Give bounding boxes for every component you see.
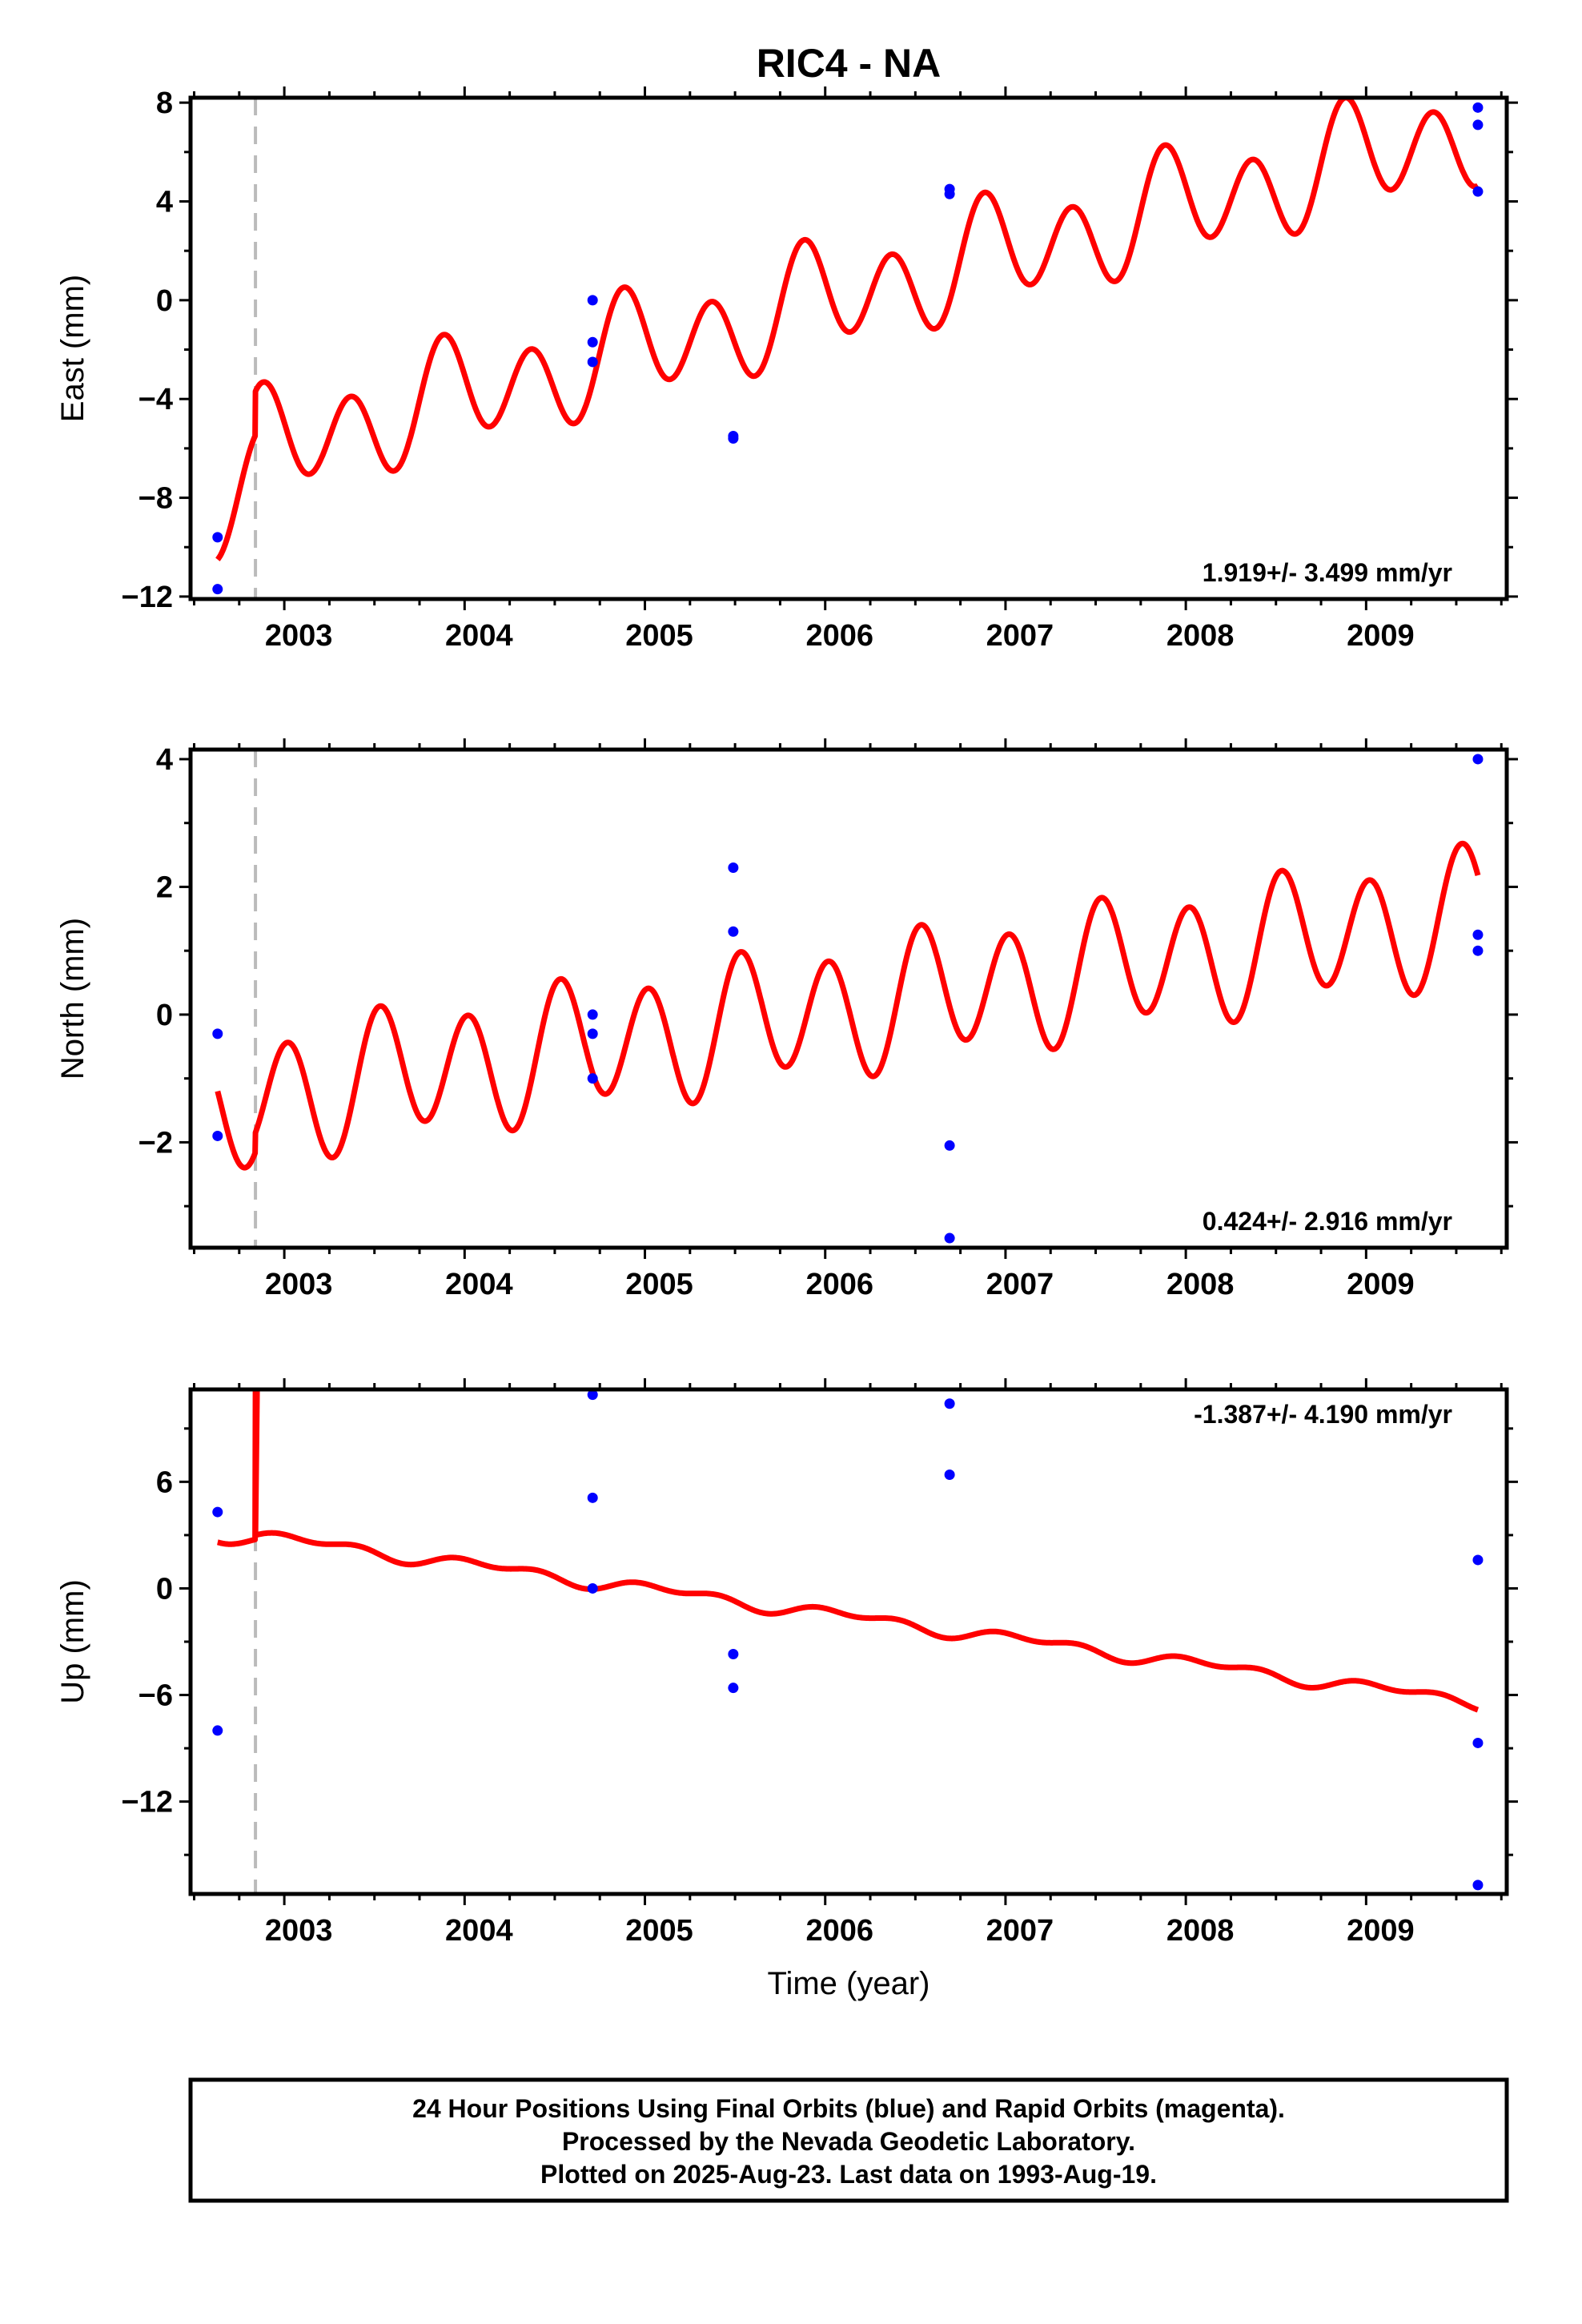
panel-up: 2003 2004 2005 2006 2007 2008 2009 −12 −6 0 6 Up (m… [55,1378,1518,1948]
x-tick-label: 2006 [805,1914,873,1948]
model-curve-up [215,1389,1480,1713]
footer-line-3: Plotted on 2025-Aug-23. Last data on 199… [540,2160,1157,2189]
y-axis-label: North (mm) [55,918,90,1080]
x-tick-label: 2008 [1166,1268,1235,1301]
x-tick-label: 2008 [1166,619,1235,653]
y-tick-label: −8 [139,482,173,516]
y-tick-label: −12 [122,1786,173,1819]
data-point [728,433,739,444]
data-point [587,1582,598,1594]
y-tick-label: 0 [156,284,173,318]
data-point [944,1232,955,1244]
x-tick-label: 2003 [265,1914,333,1948]
x-tick-label: 2005 [625,1914,693,1948]
x-tick-label: 2009 [1347,619,1415,653]
x-tick-label: 2009 [1347,1268,1415,1301]
data-point [212,1506,223,1518]
data-point [728,926,739,937]
data-point [212,1028,223,1039]
x-tick-label: 2004 [445,619,513,653]
x-tick-label: 2007 [986,1914,1054,1948]
data-point [587,1073,598,1084]
x-tick-label: 2007 [986,619,1054,653]
data-point [944,1398,955,1409]
x-tick-label: 2007 [986,1268,1054,1301]
y-axis-label: East (mm) [55,275,90,422]
panels: 2003 2004 2005 2006 2007 2008 2009−12−8−4048Ea… [55,86,1518,1948]
data-point [1472,1737,1484,1748]
velocity-rate-label: 0.424+/- 2.916 mm/yr [1203,1207,1452,1236]
data-point [212,532,223,543]
data-point [1472,754,1484,765]
panel-frame [188,747,1509,1250]
data-point [212,584,223,595]
data-point [1472,929,1484,940]
footer-line-2: Processed by the Nevada Geodetic Laborat… [562,2127,1135,2156]
model-curve-north [215,840,1481,1171]
y-axis-label: Up (mm) [55,1579,90,1704]
x-tick-label: 2003 [265,619,333,653]
footer-box: 24 Hour Positions Using Final Orbits (bl… [188,2077,1509,2203]
y-tick-label: −2 [139,1126,173,1160]
x-tick-label: 2008 [1166,1914,1235,1948]
x-tick-label: 2006 [805,619,873,653]
data-point [1472,119,1484,131]
data-point [1472,102,1484,113]
x-tick-label: 2003 [265,1268,333,1301]
panel-frame [188,1387,1509,1896]
data-point [587,336,598,348]
x-tick-label: 2006 [805,1268,873,1301]
data-point [944,1469,955,1480]
y-tick-label: 4 [156,186,173,219]
model-curve-east [215,98,1480,562]
footer-frame [188,2077,1509,2203]
x-tick-label: 2005 [625,1268,693,1301]
x-tick-label: 2009 [1347,1914,1415,1948]
y-tick-label: 0 [156,1572,173,1606]
data-point [728,1649,739,1660]
x-tick-label: 2004 [445,1268,513,1301]
x-tick-label: 2004 [445,1914,513,1948]
data-point [728,862,739,874]
data-point [1472,1554,1484,1566]
data-point [212,1725,223,1736]
y-tick-label: −12 [122,581,173,614]
y-tick-label: 2 [156,870,173,904]
velocity-rate-label: -1.387+/- 4.190 mm/yr [1194,1400,1452,1429]
y-tick-label: 0 [156,999,173,1032]
velocity-rate-label: 1.919+/- 3.499 mm/yr [1203,558,1452,587]
data-point [728,1683,739,1694]
data-point [587,1389,598,1401]
y-tick-label: 6 [156,1466,173,1499]
data-point [212,1130,223,1141]
data-point [1472,1880,1484,1891]
chart-title: RIC4 - NA [757,41,942,86]
data-point [587,1009,598,1020]
panel-north: 2003 2004 2005 2006 2007 2008 2009 −2 0 2 4 North (… [55,738,1518,1301]
y-tick-label: 8 [156,86,173,120]
data-point [944,1140,955,1151]
x-axis-label: Time (year) [768,1966,930,2001]
panel-east: 2003 2004 2005 2006 2007 2008 2009 −12 −8 −4 0 4 8 Ea… [55,86,1518,653]
y-tick-label: 4 [156,743,173,777]
y-tick-label: −4 [139,383,173,416]
data-point [587,295,598,306]
data-point [587,1492,598,1503]
data-point [587,356,598,368]
data-point [1472,945,1484,956]
data-point [1472,186,1484,197]
data-point [587,1028,598,1039]
panel-frame [188,95,1509,601]
x-tick-label: 2005 [625,619,693,653]
y-tick-label: −6 [139,1679,173,1713]
footer-line-1: 24 Hour Positions Using Final Orbits (bl… [412,2094,1285,2123]
data-point [944,188,955,199]
